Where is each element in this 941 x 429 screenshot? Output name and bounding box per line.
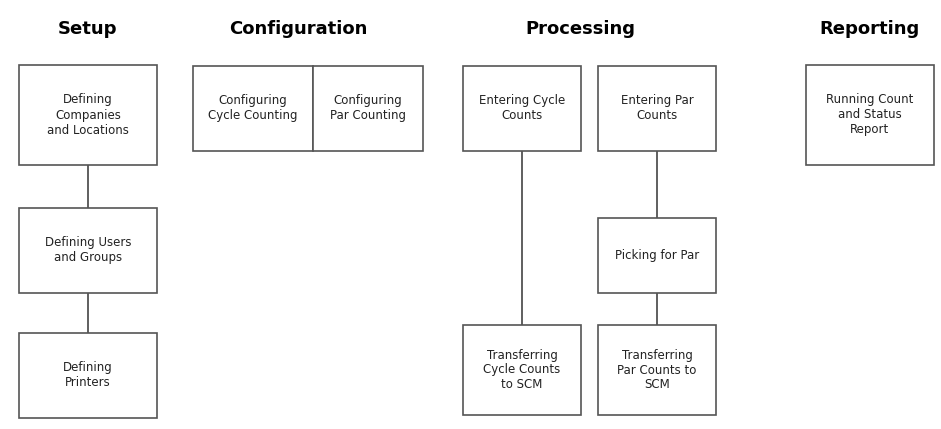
- Text: Defining Users
and Groups: Defining Users and Groups: [45, 236, 131, 264]
- Text: Picking for Par: Picking for Par: [614, 248, 699, 262]
- FancyBboxPatch shape: [313, 66, 423, 151]
- FancyBboxPatch shape: [598, 325, 716, 415]
- FancyBboxPatch shape: [19, 65, 157, 165]
- FancyBboxPatch shape: [598, 218, 716, 293]
- FancyBboxPatch shape: [19, 332, 157, 417]
- FancyBboxPatch shape: [806, 65, 934, 165]
- FancyBboxPatch shape: [19, 208, 157, 293]
- Text: Processing: Processing: [525, 20, 635, 38]
- FancyBboxPatch shape: [463, 66, 581, 151]
- Text: Defining
Printers: Defining Printers: [63, 361, 113, 389]
- FancyBboxPatch shape: [598, 66, 716, 151]
- Text: Entering Cycle
Counts: Entering Cycle Counts: [479, 94, 566, 122]
- Text: Reporting: Reporting: [820, 20, 920, 38]
- Text: Setup: Setup: [58, 20, 118, 38]
- Text: Entering Par
Counts: Entering Par Counts: [621, 94, 694, 122]
- Text: Defining
Companies
and Locations: Defining Companies and Locations: [47, 94, 129, 136]
- FancyBboxPatch shape: [463, 325, 581, 415]
- FancyBboxPatch shape: [193, 66, 313, 151]
- Text: Transferring
Cycle Counts
to SCM: Transferring Cycle Counts to SCM: [484, 348, 561, 392]
- Text: Configuring
Par Counting: Configuring Par Counting: [330, 94, 406, 122]
- Text: Configuration: Configuration: [229, 20, 367, 38]
- Text: Running Count
and Status
Report: Running Count and Status Report: [826, 94, 914, 136]
- Text: Configuring
Cycle Counting: Configuring Cycle Counting: [208, 94, 297, 122]
- Text: Transferring
Par Counts to
SCM: Transferring Par Counts to SCM: [617, 348, 696, 392]
